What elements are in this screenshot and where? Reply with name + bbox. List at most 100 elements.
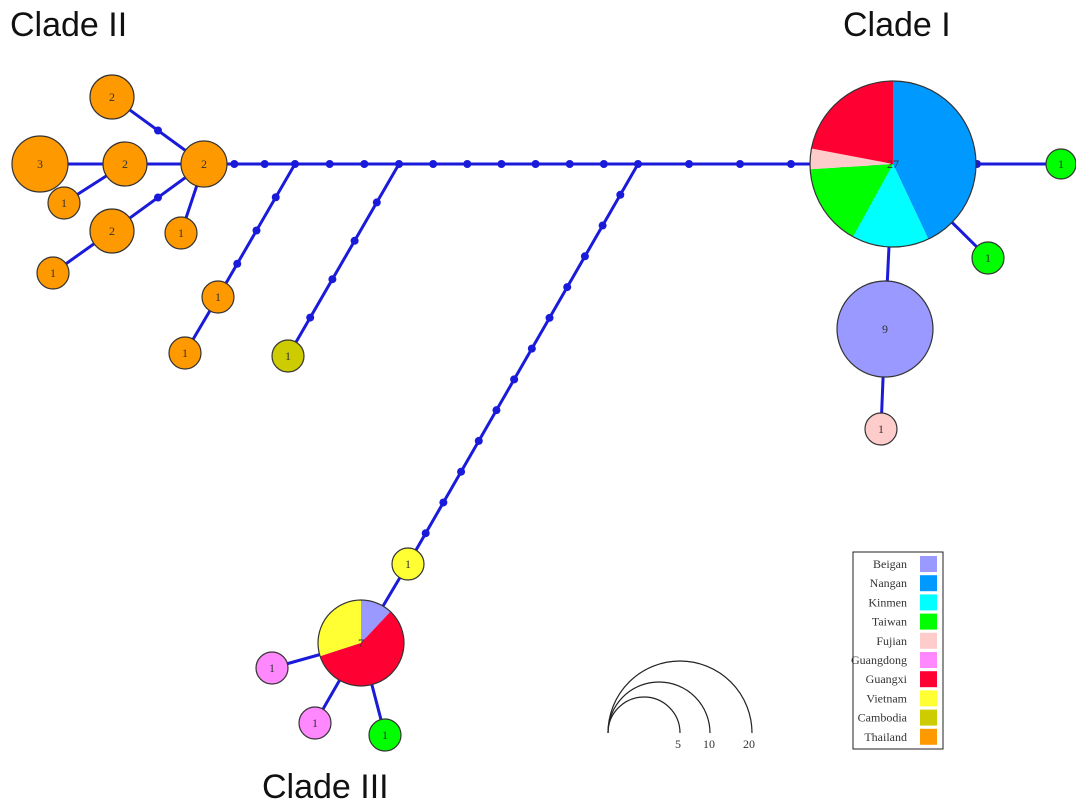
haplotype-c1_fujian: 1 [864, 412, 898, 446]
mutation-dot [736, 160, 744, 168]
haplotype-c3_gd_low: 1 [298, 706, 332, 740]
haplotype-c1_taiwan_right: 1 [1045, 148, 1076, 180]
haplotype-c2_top: 2 [89, 74, 135, 120]
haplotype-c2_mid: 2 [102, 141, 148, 187]
haplotype-count: 1 [61, 196, 67, 210]
mutation-dot [531, 160, 540, 168]
mutation-dot [598, 221, 607, 230]
mutation-dot [372, 198, 381, 207]
junction-dot [395, 160, 403, 168]
scale-arc-10 [607, 681, 711, 734]
legend-label-thailand: Thailand [864, 730, 907, 744]
legend-label-taiwan: Taiwan [872, 615, 907, 629]
clade-2-title: Clade II [10, 6, 127, 44]
haplotype-count: 9 [882, 322, 888, 336]
node-circle [391, 547, 425, 581]
legend-label-guangxi: Guangxi [866, 672, 908, 686]
mutation-dot [563, 283, 572, 292]
legend-label-guangdong: Guangdong [851, 653, 907, 667]
clade-1-title: Clade I [843, 6, 951, 44]
mutation-dot [325, 160, 334, 168]
node-circle [201, 280, 235, 314]
haplotype-c2_branch_b: 1 [168, 336, 202, 370]
haplotype-c3_vietnam: 1 [391, 547, 425, 581]
junction-dot [291, 160, 299, 168]
legend-label-nangan: Nangan [870, 576, 907, 590]
haplotype-count: 2 [109, 224, 115, 238]
legend-label-vietnam: Vietnam [866, 691, 907, 705]
scale-arc-20 [607, 660, 753, 734]
mutation-dot [306, 313, 315, 322]
legend-label-fujian: Fujian [876, 634, 907, 648]
legend-swatch-fujian [920, 632, 937, 649]
haplotype-count: 2 [122, 157, 128, 171]
scale-label-20: 20 [743, 737, 755, 751]
legend-swatch-guangxi [920, 671, 937, 688]
mutation-dot [492, 406, 501, 415]
haplotype-c3_gd_left: 1 [255, 651, 289, 685]
haplotype-c1_hub: 27 [809, 80, 977, 248]
haplotype-count: 1 [182, 346, 188, 360]
haplotype-count: 1 [285, 349, 291, 363]
node-circle [368, 718, 402, 752]
mutation-dot [457, 467, 466, 476]
legend-label-beigan: Beigan [873, 557, 907, 571]
mutation-dot [350, 236, 359, 245]
node-circle [89, 74, 135, 120]
haplotype-c1_beigan: 9 [836, 280, 934, 378]
legend-label-kinmen: Kinmen [868, 595, 907, 609]
mutation-dot [787, 160, 795, 168]
node-circle [255, 651, 289, 685]
mutation-dot [463, 160, 472, 168]
haplotype-c3_hub: 7 [317, 599, 405, 687]
haplotype-count: 3 [37, 157, 43, 171]
haplotype-c2_hub: 2 [180, 140, 228, 188]
legend: Beigan Nangan Kinmen Taiwan Fujian Guangdong G… [851, 551, 944, 750]
legend-swatch-vietnam [920, 690, 937, 707]
haplotype-count: 1 [382, 728, 388, 742]
mutation-dot [527, 344, 536, 353]
mutation-dot [545, 313, 554, 322]
node-circle [864, 412, 898, 446]
mutation-dot [230, 160, 239, 168]
node-circle [180, 140, 228, 188]
pie-slice-nangan [893, 81, 977, 240]
haplotype-c2_small_b: 1 [164, 216, 198, 250]
mutation-dot [260, 160, 269, 168]
node-circle [971, 241, 1005, 275]
haplotype-c2_big: 3 [11, 135, 69, 193]
legend-label-cambodia: Cambodia [858, 711, 908, 725]
mutation-dot [154, 193, 162, 202]
mutation-dot [474, 436, 483, 445]
node-circle [164, 216, 198, 250]
legend-swatch-cambodia [920, 709, 937, 726]
haplotype-nodes: 27 1 1 9 1 2 2 2 3 1 2 1 1 1 1 1 1 7 1 1 1 [11, 74, 1076, 752]
node-outline [809, 80, 977, 248]
haplotype-c3_taiwan: 1 [368, 718, 402, 752]
legend-swatch-kinmen [920, 594, 937, 611]
junction-dot [634, 160, 642, 168]
mutation-dot [421, 529, 430, 538]
node-circle [271, 339, 305, 373]
mutation-dot [360, 160, 369, 168]
mutation-dot [497, 160, 506, 168]
mutation-dot [328, 275, 337, 284]
legend-swatch-nangan [920, 575, 937, 592]
haplotype-count: 1 [985, 251, 991, 265]
haplotype-c2_branch_a: 1 [201, 280, 235, 314]
mutation-dot [429, 160, 438, 168]
node-circle [1045, 148, 1076, 180]
node-circle [47, 186, 81, 220]
mutation-dot [252, 226, 261, 235]
mutation-dot [233, 259, 242, 268]
scale-label-10: 10 [703, 737, 715, 751]
node-circle [89, 208, 135, 254]
haplotype-count: 2 [109, 90, 115, 104]
mutation-dot [685, 160, 693, 168]
node-circle [168, 336, 202, 370]
haplotype-c2_small_c: 1 [36, 256, 70, 290]
haplotype-count: 1 [878, 422, 884, 436]
haplotype-count: 1 [269, 661, 275, 675]
scale-arc-5 [607, 696, 681, 734]
